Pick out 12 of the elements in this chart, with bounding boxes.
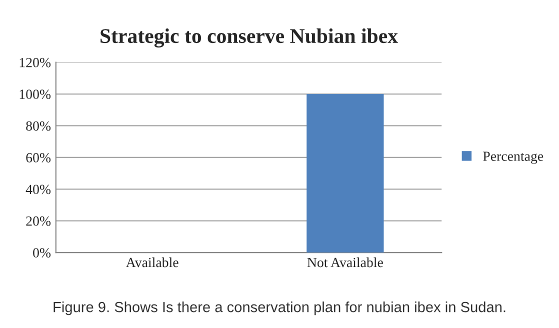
chart-title: Strategic to conserve Nubian ibex [100, 28, 398, 48]
x-tick-label: Not Available [307, 257, 383, 268]
y-tick-label: 100% [20, 90, 51, 100]
y-tick-label: 120% [20, 58, 51, 68]
y-tick-label: 80% [26, 121, 51, 131]
legend-label: Percentage [483, 152, 544, 164]
caption: Figure 9. Shows Is there a conservation plan for nubian ibex in Sudan. [54, 302, 506, 316]
y-tick-label: 40% [26, 184, 51, 194]
y-tick-label: 0% [33, 248, 51, 258]
y-tick-label: 60% [26, 153, 51, 162]
y-tick-label: 20% [26, 216, 51, 226]
x-tick-label: Available [126, 257, 178, 268]
